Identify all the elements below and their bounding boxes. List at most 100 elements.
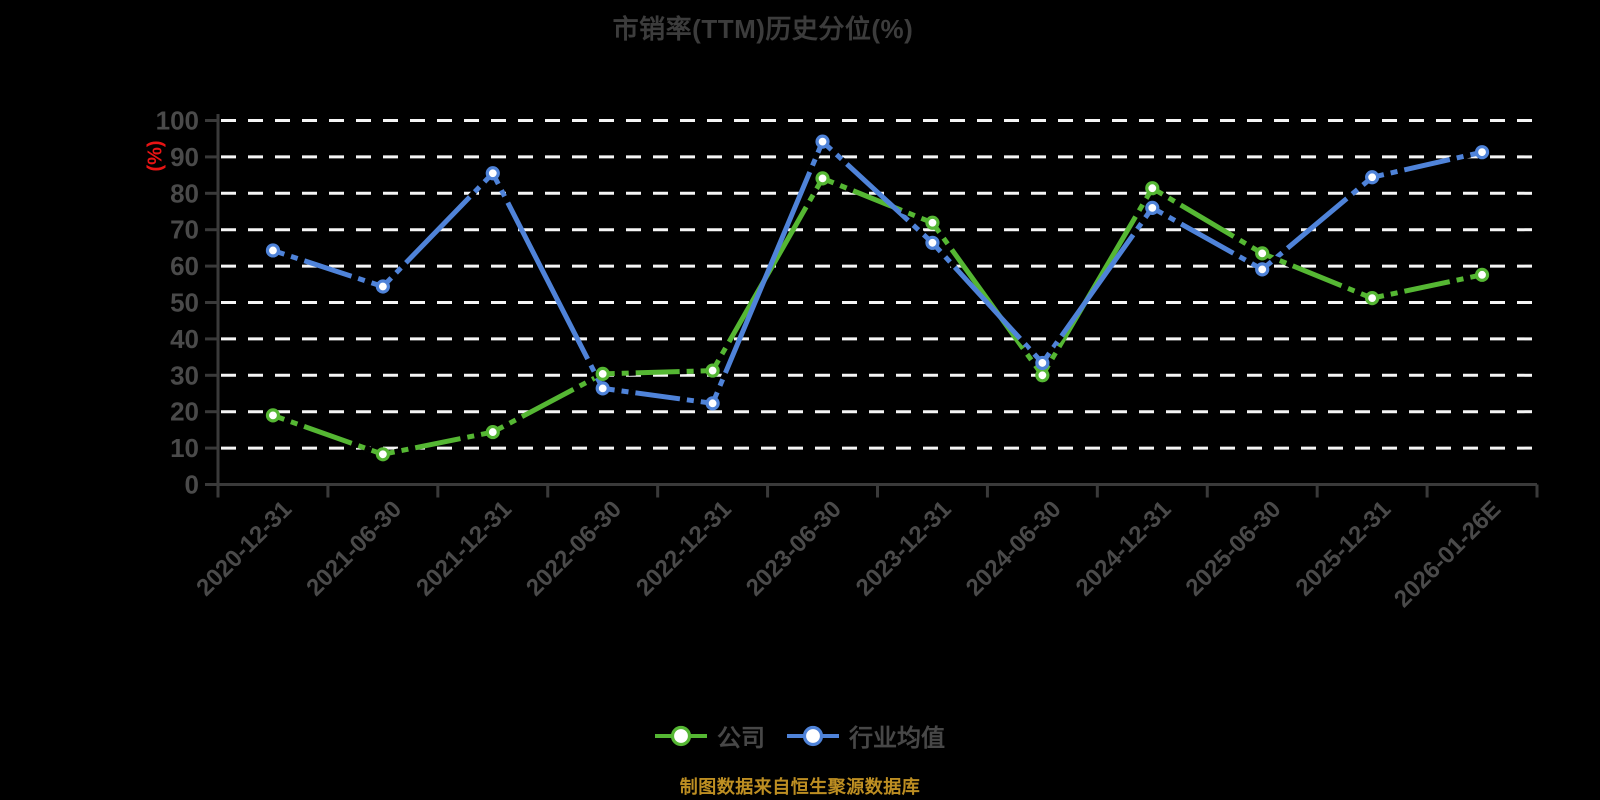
line-dash-overlay <box>350 440 360 449</box>
x-axis-label: 2022-06-30 <box>521 496 627 602</box>
line-dash-overlay <box>1244 241 1254 250</box>
line-dash-overlay <box>1018 336 1027 346</box>
industry-average-line <box>270 139 1485 406</box>
line-dash-overlay <box>900 207 910 216</box>
line-dash-overlay <box>1340 283 1350 291</box>
line-dash-overlay <box>350 273 360 281</box>
legend: 公司 行业均值 <box>0 718 1600 753</box>
line-dash-overlay <box>407 445 416 452</box>
line-dash-overlay <box>296 421 305 429</box>
line-dash-overlay <box>364 445 373 453</box>
company-data-point-marker <box>1474 267 1490 282</box>
line-dash-overlay <box>1140 197 1149 206</box>
y-tick-label: 70 <box>170 215 199 245</box>
line-dash-overlay <box>399 260 408 270</box>
line-dash-overlay <box>1047 345 1056 355</box>
company-data-point-marker <box>595 366 610 381</box>
line-dash-overlay <box>1285 260 1294 269</box>
line-dash-overlay <box>832 180 842 189</box>
y-tick-label: 80 <box>170 178 199 208</box>
line-dash-overlay <box>812 151 821 161</box>
line-dash-overlay <box>502 420 511 429</box>
x-axis-label: 2023-06-30 <box>741 496 847 602</box>
line-dash-overlay <box>1027 347 1037 356</box>
line-dash-overlay <box>628 389 636 396</box>
x-axis-label: 2025-12-31 <box>1290 496 1396 602</box>
line-dash-overlay <box>1383 170 1392 178</box>
company-data-point-marker <box>1255 246 1270 261</box>
x-axis-label: 2024-12-31 <box>1071 496 1177 602</box>
line-dash-overlay <box>1161 191 1171 201</box>
line-dash-overlay <box>584 377 594 386</box>
line-dash-overlay <box>614 387 622 394</box>
line-dash-overlay <box>1161 211 1171 220</box>
line-dash-overlay <box>716 352 725 362</box>
industry-average-data-point-marker <box>485 166 500 181</box>
company-data-point-marker <box>1365 291 1380 306</box>
line-dash-overlay <box>913 213 923 221</box>
industry-average-data-point-marker <box>925 235 940 250</box>
industry-average-data-point-marker <box>1255 262 1270 277</box>
line-dash-overlay <box>394 447 403 455</box>
company-data-point-marker <box>1145 181 1160 196</box>
line-dash-overlay <box>495 182 504 192</box>
line-dash-overlay <box>477 179 487 189</box>
x-axis-label: 2026-01-26E <box>1389 496 1506 613</box>
legend-point-sample <box>802 725 824 746</box>
line-dash-overlay <box>1053 345 1062 355</box>
line-dash-overlay <box>1173 199 1183 208</box>
y-tick-label: 100 <box>156 106 199 136</box>
industry-average-data-point-marker <box>1145 200 1160 215</box>
line-dash-overlay <box>810 187 819 197</box>
company-data-point-marker <box>815 171 830 186</box>
line-dash-overlay <box>514 414 524 423</box>
line-dash-overlay <box>1462 274 1471 282</box>
legend-label-company: 公司 <box>717 725 765 752</box>
line-dash-overlay <box>473 431 482 439</box>
y-tick-label: 10 <box>170 433 199 463</box>
line-dash-overlay <box>363 277 373 286</box>
line-dash-overlay <box>1139 216 1148 225</box>
line-dash-overlay <box>1345 191 1354 201</box>
company-data-point-marker <box>925 215 940 230</box>
industry-average-series-marker-icon <box>787 725 839 746</box>
line-dash-overlay <box>916 227 926 237</box>
y-tick-label: 50 <box>170 288 199 318</box>
line-dash-overlay <box>720 371 728 381</box>
line-dash-overlay <box>693 398 702 405</box>
line-dash-overlay <box>947 260 957 270</box>
line-dash-overlay <box>829 147 839 157</box>
x-axis-label: 2022-12-31 <box>631 496 737 602</box>
line-dash-overlay <box>585 357 594 367</box>
line-dash-overlay <box>283 251 292 259</box>
y-tick-label: 60 <box>170 251 199 281</box>
line-dash-overlay <box>1449 277 1458 285</box>
line-dash-overlay <box>723 340 732 350</box>
line-dash-overlay <box>459 434 468 442</box>
company-data-point-marker <box>705 363 720 378</box>
line-dash-overlay <box>1383 291 1392 299</box>
line-dash-overlay <box>1396 167 1405 175</box>
line-dash-overlay <box>1130 227 1140 237</box>
company-data-point-marker <box>375 447 390 462</box>
line-dash-overlay <box>1396 288 1405 296</box>
y-tick-label: 0 <box>185 470 199 500</box>
x-axis-label: 2023-12-31 <box>851 496 957 602</box>
industry-average-data-point-marker <box>375 279 390 294</box>
chart-title: 市销率(TTM)历史分位(%) <box>612 14 914 44</box>
line-dash-overlay <box>714 384 723 394</box>
line-dash-overlay <box>1232 234 1242 243</box>
line-dash-overlay <box>938 249 948 259</box>
company-data-point-marker <box>265 408 281 423</box>
line-dash-overlay <box>945 242 954 252</box>
x-axis-label: 2021-06-30 <box>301 496 407 602</box>
line-dash-overlay <box>1020 346 1030 356</box>
data-source-note: 制图数据来自恒生聚源数据库 <box>679 777 921 797</box>
line-dash-overlay <box>1133 209 1142 219</box>
x-axis-label: 2020-12-31 <box>191 496 297 602</box>
legend-item-company: 公司 <box>655 718 765 753</box>
line-dash-overlay <box>839 157 849 166</box>
line-dash-overlay <box>1353 288 1363 297</box>
